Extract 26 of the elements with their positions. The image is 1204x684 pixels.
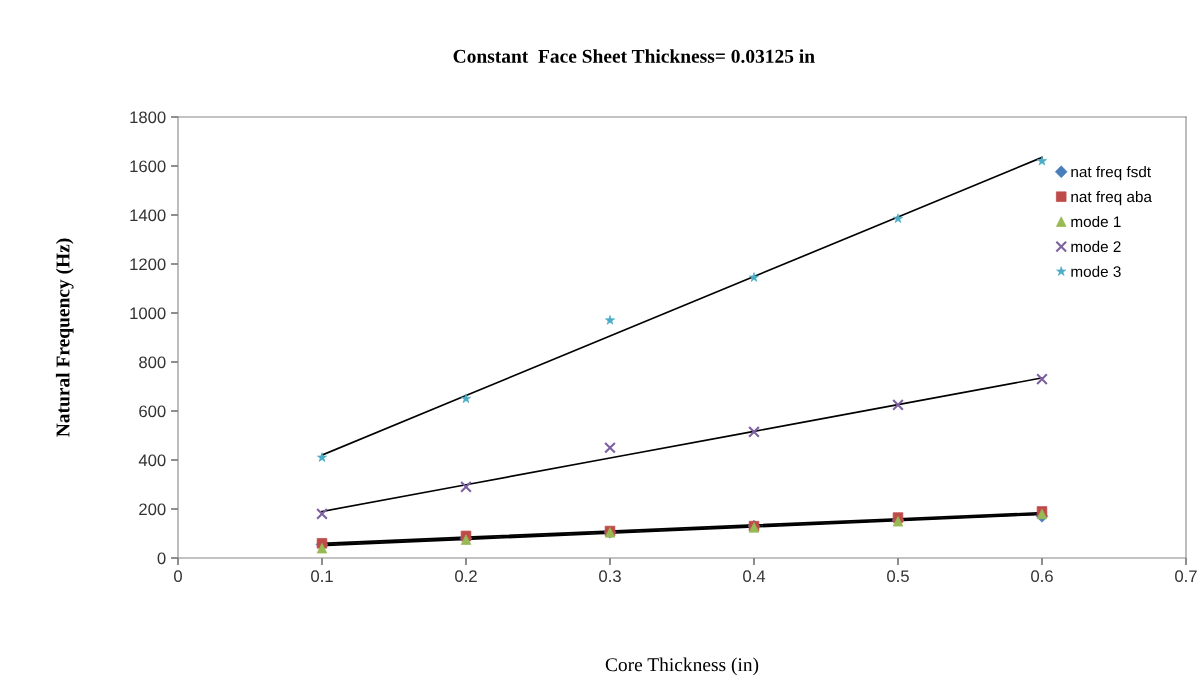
- x-tick-label: 0.5: [887, 570, 909, 583]
- y-tick-label: 0: [157, 552, 166, 565]
- legend-label: mode 3: [1071, 265, 1121, 277]
- y-axis-title: Natural Frequency (Hz): [55, 238, 74, 437]
- chart-subtitle: Constant Face Sheet Thickness= 0.03125 in: [453, 49, 815, 63]
- y-tick-label: 1600: [130, 160, 166, 173]
- y-tick-label: 800: [139, 356, 166, 369]
- y-tick-label: 1000: [130, 307, 166, 320]
- x-axis-title: Core Thickness (in): [605, 657, 759, 676]
- y-tick-label: 1400: [130, 209, 166, 222]
- x-tick-label: 0: [174, 570, 182, 583]
- y-tick-label: 400: [138, 454, 166, 467]
- x-tick-label: 0.6: [1031, 570, 1053, 583]
- x-tick-label: 0.3: [599, 570, 621, 583]
- y-tick-label: 600: [139, 405, 166, 418]
- legend-label: nat freq aba: [1071, 190, 1152, 206]
- legend-label: mode 2: [1071, 240, 1121, 253]
- legend-label: mode 1: [1071, 215, 1121, 228]
- x-tick-label: 0.7: [1175, 570, 1197, 583]
- x-tick-label: 0.1: [311, 570, 333, 583]
- y-tick-label: 1800: [130, 111, 166, 124]
- x-tick-label: 0.2: [455, 570, 477, 583]
- legend-label: nat freq fsdt: [1071, 166, 1151, 181]
- y-tick-label: 1200: [130, 258, 166, 271]
- x-tick-label: 0.4: [743, 570, 766, 583]
- y-tick-label: 200: [139, 503, 166, 516]
